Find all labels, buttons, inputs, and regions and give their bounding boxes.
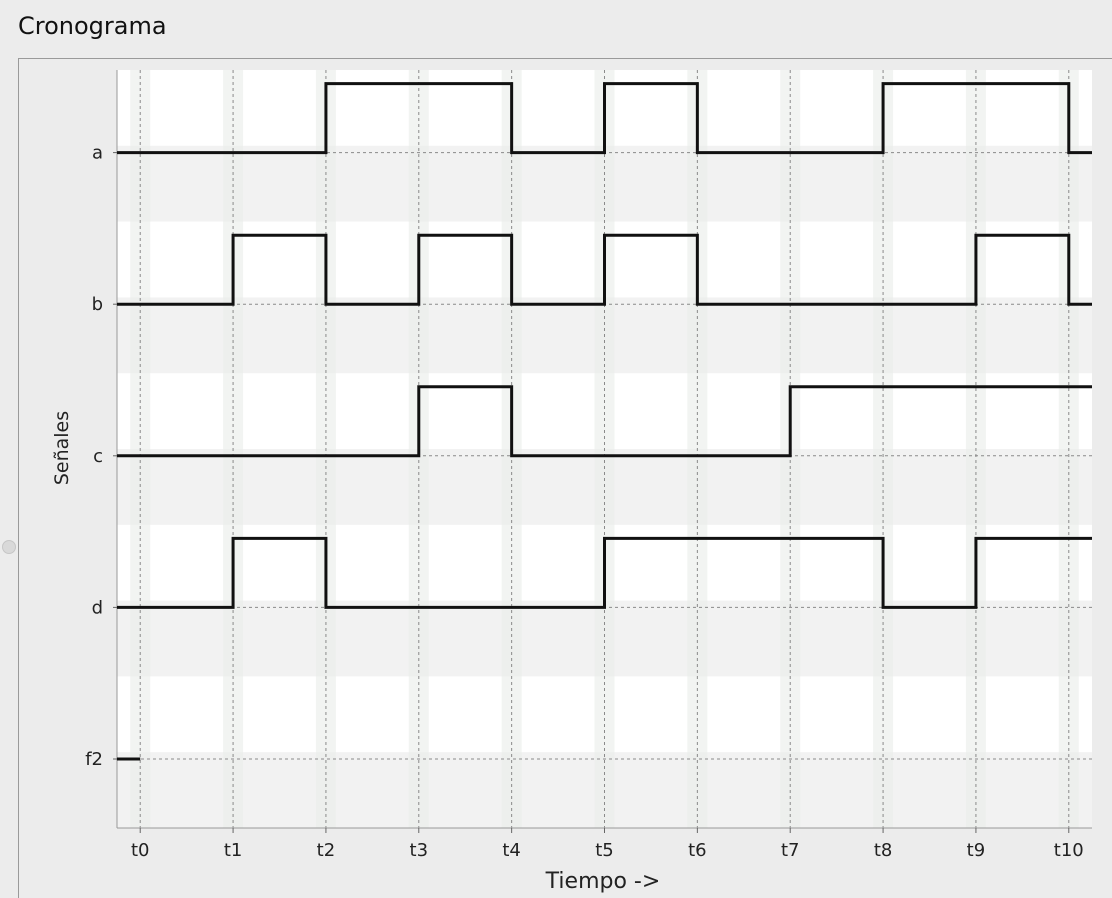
x-tick-label: t9	[967, 840, 986, 861]
x-tick-label: t6	[688, 840, 707, 861]
y-tick-label: b	[92, 294, 103, 315]
signal-wave-c	[117, 385, 1092, 458]
signal-wave-a	[117, 82, 1092, 155]
x-tick-label: t10	[1054, 840, 1084, 861]
panel-title: Cronograma	[18, 12, 167, 40]
signal-wave-b	[117, 233, 1092, 306]
signal-wave-d	[117, 536, 1092, 609]
x-tick-label: t7	[781, 840, 800, 861]
y-tick-label: f2	[85, 749, 103, 770]
x-tick-label: t0	[131, 840, 150, 861]
y-tick-label: c	[93, 446, 103, 467]
axes	[113, 70, 1092, 833]
axis-labels: Tiempo -> Señales t0 t1 t2 t3 t4 t5 t6 t7 t8 t9 t1…	[51, 143, 1084, 894]
splitter-handle[interactable]	[2, 540, 16, 554]
y-tick-label: a	[92, 143, 103, 164]
x-tick-label: t8	[874, 840, 893, 861]
signal-waveforms	[117, 82, 1092, 761]
x-tick-label: t3	[410, 840, 429, 861]
x-tick-label: t2	[317, 840, 336, 861]
x-axis-title: Tiempo ->	[545, 869, 661, 894]
y-tick-label: d	[92, 597, 103, 618]
x-tick-label: t4	[502, 840, 521, 861]
y-axis-title: Señales	[51, 411, 73, 485]
x-tick-label: t5	[595, 840, 614, 861]
x-tick-label: t1	[224, 840, 243, 861]
